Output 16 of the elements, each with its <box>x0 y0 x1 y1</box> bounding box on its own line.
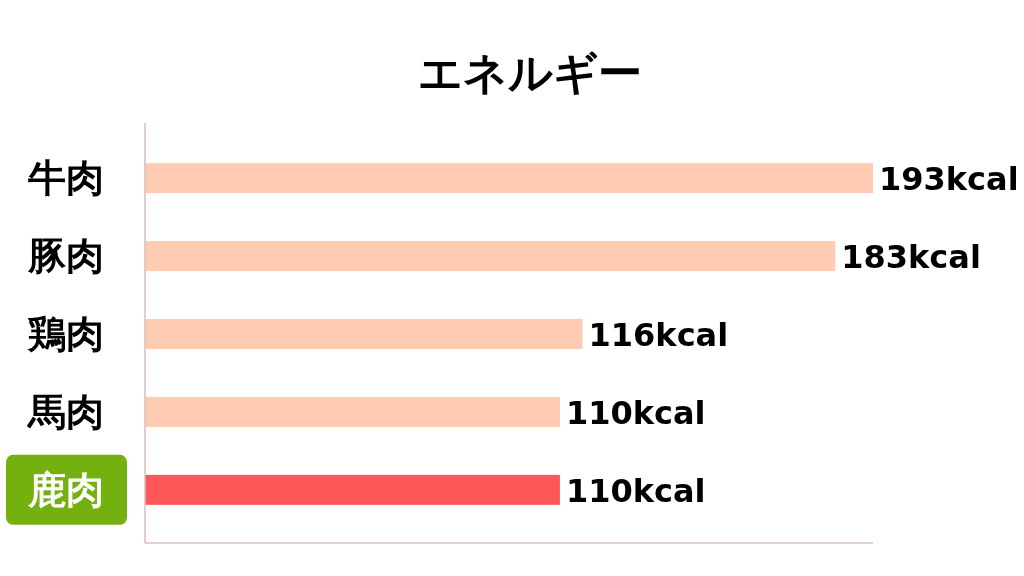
y-tick-label: 鶏肉 <box>27 312 104 356</box>
bar <box>145 163 873 194</box>
bar <box>145 241 836 272</box>
y-tick-label: 馬肉 <box>26 389 104 434</box>
bar <box>145 319 583 349</box>
bar <box>145 474 560 505</box>
data-label: 110kcal <box>565 393 706 432</box>
data-label: 183kcal <box>841 238 981 277</box>
chart-title: エネルギー <box>418 47 642 98</box>
y-tick-label: 豚肉 <box>27 234 104 279</box>
bar <box>145 396 560 427</box>
data-label: 193kcal <box>879 160 1019 199</box>
y-tick-label: 牛肉 <box>28 156 104 201</box>
data-label: 116kcal <box>588 316 729 354</box>
y-tick-label: 鹿肉 <box>27 467 104 512</box>
data-label: 110kcal <box>565 471 706 510</box>
